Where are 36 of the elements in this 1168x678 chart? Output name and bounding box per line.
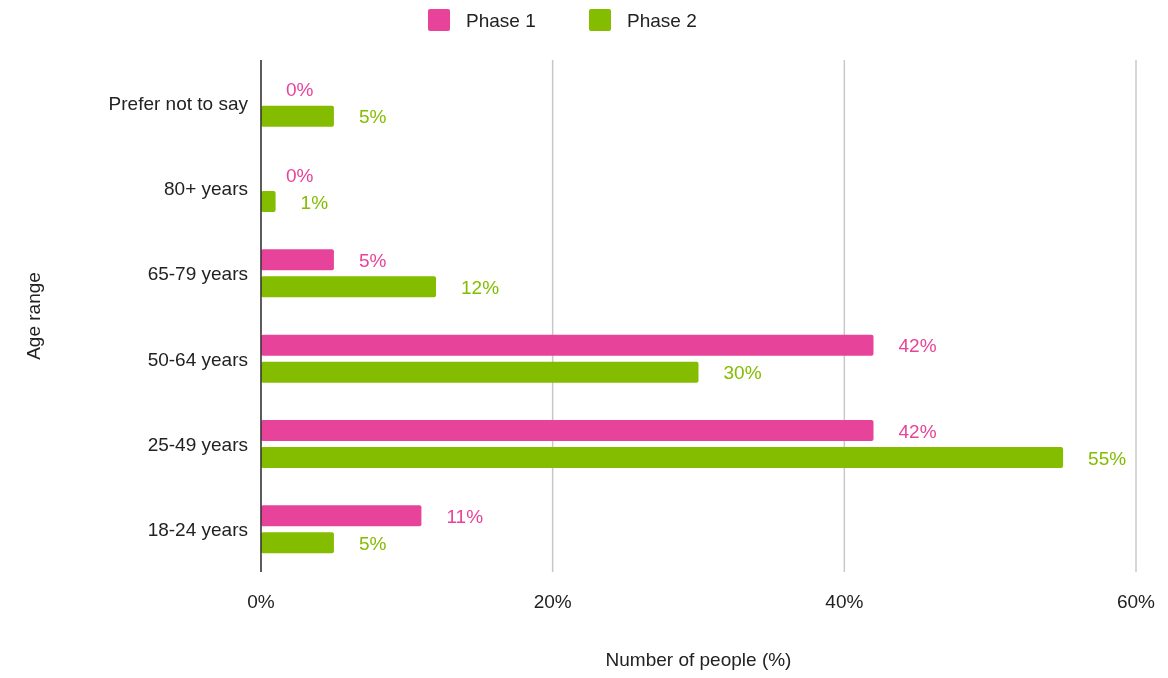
data-label: 5% (358, 532, 387, 554)
data-label: 0% (286, 164, 314, 186)
data-label: 42% (898, 335, 937, 357)
bar (261, 249, 334, 271)
x-tick-label: 60% (1116, 591, 1156, 612)
x-tick-label: 0% (247, 591, 275, 612)
y-tick-label: Prefer not to say (108, 92, 249, 114)
y-tick-label: 18-24 years (147, 519, 248, 541)
bar (261, 361, 699, 383)
bar (261, 505, 422, 527)
data-label: 1% (300, 191, 329, 213)
data-label: 42% (898, 420, 937, 442)
data-label: 55% (1088, 447, 1127, 469)
data-label: 11% (446, 505, 484, 527)
legend-label: Phase 2 (627, 10, 697, 31)
data-label: 5% (358, 106, 387, 128)
x-tick-label: 20% (533, 591, 572, 612)
data-label: 5% (358, 249, 387, 271)
y-tick-label: 50-64 years (147, 348, 248, 370)
bar (261, 276, 436, 298)
bar (261, 447, 1064, 468)
bar (261, 105, 334, 127)
data-label: 12% (461, 276, 500, 298)
legend-label: Phase 1 (466, 10, 536, 31)
y-tick-label: 65-79 years (147, 263, 248, 285)
x-axis-title: Number of people (%) (605, 649, 792, 670)
y-tick-label: 80+ years (164, 178, 248, 199)
bar (261, 334, 874, 356)
x-tick-label: 40% (825, 591, 864, 612)
bar (261, 532, 334, 554)
bar (261, 191, 276, 212)
bar (261, 420, 874, 441)
y-axis-title: Age range (23, 272, 44, 360)
data-label: 30% (723, 362, 762, 384)
y-tick-label: 25-49 years (147, 434, 248, 455)
data-label: 0% (286, 79, 314, 101)
